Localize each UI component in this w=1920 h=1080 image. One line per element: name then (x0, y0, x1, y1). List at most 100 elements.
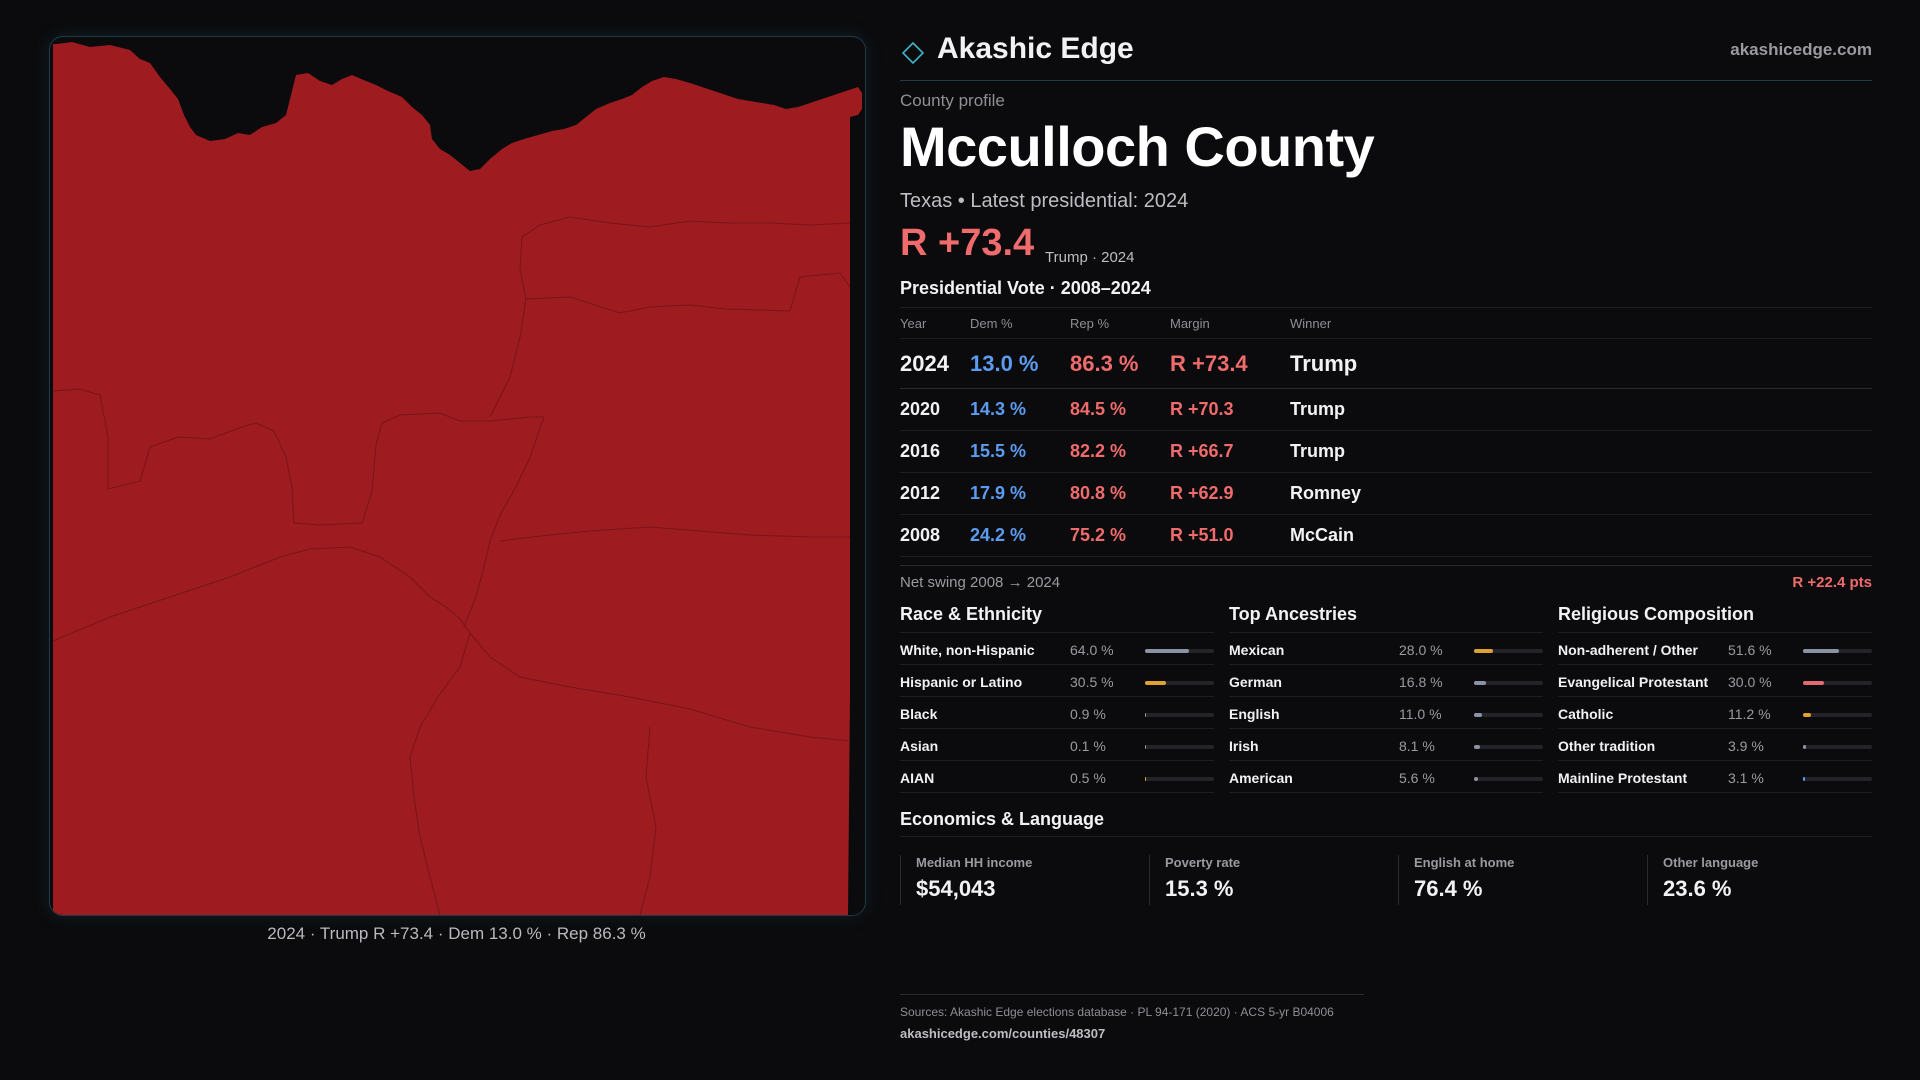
county-map[interactable] (49, 36, 866, 916)
cell-year: 2016 (900, 430, 970, 473)
bar-label: German (1229, 674, 1282, 690)
econ-card-income: Median HH income $54,043 (900, 855, 1146, 905)
bar-fill (1474, 713, 1482, 717)
district-boundary (489, 216, 851, 418)
econ-card-value: $54,043 (916, 876, 996, 901)
bar-label: Mainline Protestant (1558, 770, 1688, 786)
diamond-logo-icon (902, 42, 924, 64)
divider (900, 994, 1364, 995)
list-item: Mexican 28.0 % (1229, 633, 1543, 665)
cell-winner: Trump (1290, 388, 1872, 431)
bar-fill (1803, 681, 1824, 685)
bar-fill (1145, 649, 1190, 653)
bar-fill (1474, 745, 1480, 749)
bar-label: Non-adherent / Other (1558, 642, 1699, 658)
col-header-margin: Margin (1170, 307, 1290, 339)
bar-fill (1803, 713, 1811, 717)
bar-fill (1145, 745, 1147, 749)
cell-margin: R +62.9 (1170, 472, 1290, 515)
bar-track (1474, 649, 1543, 653)
bar-label: Mexican (1229, 642, 1285, 658)
cell-dem: 24.2 % (970, 514, 1070, 557)
bar-fill (1803, 649, 1839, 653)
net-swing-value: R +22.4 pts (1792, 574, 1872, 591)
bar-track (1803, 777, 1872, 781)
vote-table-title: Presidential Vote · 2008–2024 (900, 278, 1151, 298)
district-boundary (52, 388, 544, 526)
bar-track (1145, 681, 1214, 685)
bar-label: American (1229, 770, 1293, 786)
list-item: Evangelical Protestant 30.0 % (1558, 665, 1872, 697)
cell-dem: 13.0 % (970, 338, 1070, 389)
bar-label: Other tradition (1558, 738, 1656, 754)
profile-eyebrow: County profile (900, 91, 1005, 110)
district-boundaries (52, 216, 851, 915)
cell-margin: R +70.3 (1170, 388, 1290, 431)
bar-fill (1474, 649, 1494, 653)
cell-winner: McCain (1290, 514, 1872, 557)
cell-rep: 80.8 % (1070, 472, 1170, 515)
net-swing-row: Net swing 2008 → 2024 R +22.4 pts (900, 565, 1872, 596)
col-header-dem: Dem % (970, 307, 1070, 339)
econ-card-poverty: Poverty rate 15.3 % (1149, 855, 1395, 905)
bar-value: 30.0 % (1728, 674, 1772, 690)
bar-value: 28.0 % (1399, 642, 1443, 658)
bar-fill (1145, 681, 1167, 685)
religion-title: Religious Composition (1558, 604, 1872, 633)
bar-fill (1803, 777, 1806, 781)
presidential-vote-table: Year Dem % Rep % Margin Winner 2024 13.0… (900, 307, 1872, 557)
bar-track (1803, 649, 1872, 653)
cell-winner: Trump (1290, 338, 1872, 389)
bar-label: AIAN (900, 770, 935, 786)
econ-card-english: English at home 76.4 % (1398, 855, 1644, 905)
cell-dem: 17.9 % (970, 472, 1070, 515)
district-boundary (463, 416, 545, 628)
religion-block: Religious Composition Non-adherent / Oth… (1558, 604, 1872, 793)
bar-track (1474, 713, 1543, 717)
econ-card-value: 76.4 % (1414, 876, 1483, 901)
econ-card-other-language: Other language 23.6 % (1647, 855, 1893, 905)
net-swing-label: Net swing 2008 → 2024 (900, 574, 1061, 591)
bar-value: 30.5 % (1070, 674, 1114, 690)
list-item: Mainline Protestant 3.1 % (1558, 761, 1872, 793)
econ-card-value: 23.6 % (1663, 876, 1732, 901)
econ-card-label: Poverty rate (1165, 855, 1241, 870)
cell-winner: Romney (1290, 472, 1872, 515)
bar-value: 11.0 % (1399, 706, 1442, 722)
bar-fill (1145, 713, 1147, 717)
bar-value: 8.1 % (1399, 738, 1435, 754)
cell-year: 2012 (900, 472, 970, 515)
profile-subline: Texas • Latest presidential: 2024 (900, 190, 1189, 212)
district-boundary (52, 546, 471, 642)
county-map-svg (52, 42, 862, 915)
list-item: AIAN 0.5 % (900, 761, 1214, 793)
table-row: 2020 14.3 % 84.5 % R +70.3 Trump (900, 388, 1872, 431)
cell-rep: 75.2 % (1070, 514, 1170, 557)
bar-label: Hispanic or Latino (900, 674, 1023, 690)
bar-track (1145, 649, 1214, 653)
list-item: Non-adherent / Other 51.6 % (1558, 633, 1872, 665)
bar-track (1145, 777, 1214, 781)
list-item: American 5.6 % (1229, 761, 1543, 793)
col-header-rep: Rep % (1070, 307, 1170, 339)
econ-card-label: English at home (1414, 855, 1515, 870)
bar-track (1474, 777, 1543, 781)
bar-label: Irish (1229, 738, 1259, 754)
sources-url-link[interactable]: akashicedge.com/counties/48307 (900, 1026, 1106, 1041)
bar-track (1145, 713, 1214, 717)
divider (900, 836, 1872, 837)
bar-track (1803, 713, 1872, 717)
econ-card-label: Median HH income (916, 855, 1033, 870)
cell-margin: R +66.7 (1170, 430, 1290, 473)
bar-label: Asian (900, 738, 939, 754)
bar-track (1145, 745, 1214, 749)
bar-value: 5.6 % (1399, 770, 1435, 786)
sources-note: Sources: Akashic Edge elections database… (900, 1005, 1334, 1019)
bar-value: 16.8 % (1399, 674, 1443, 690)
bar-label: Evangelical Protestant (1558, 674, 1709, 690)
bar-track (1474, 681, 1543, 685)
bar-fill (1474, 681, 1486, 685)
list-item: White, non-Hispanic 64.0 % (900, 633, 1214, 665)
county-shape[interactable] (53, 42, 862, 915)
brand-url-link[interactable]: akashicedge.com (1730, 40, 1872, 59)
